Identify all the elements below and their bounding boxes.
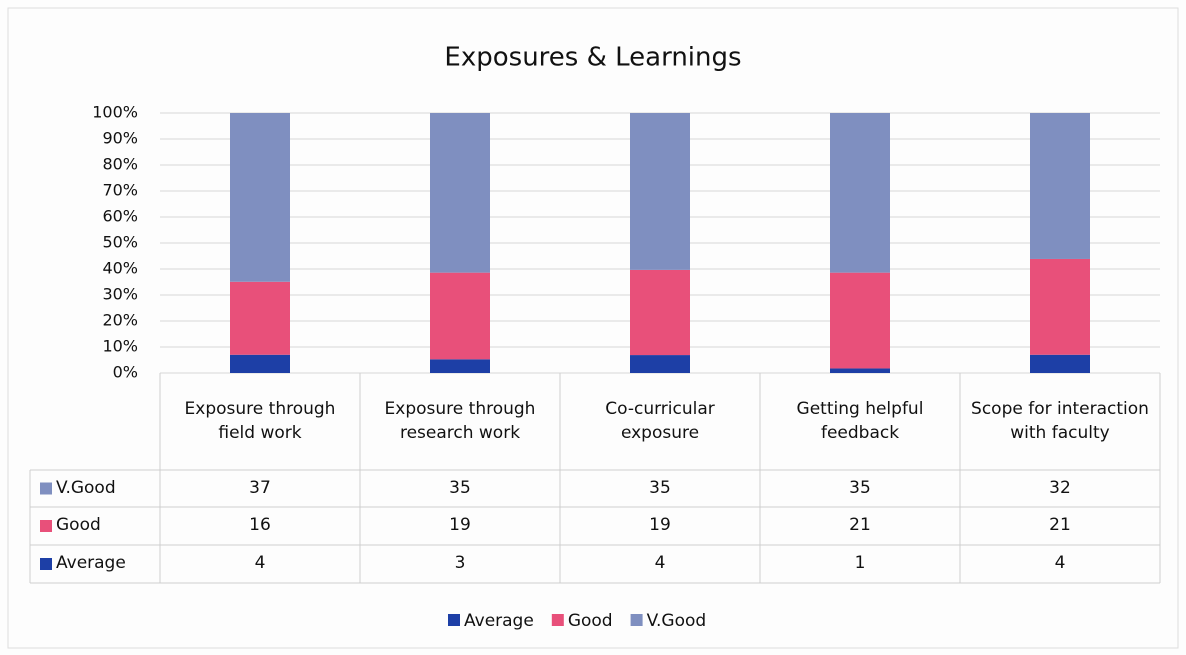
bar-segment [430,113,490,273]
bar-segment [1030,258,1090,355]
bar-segment [230,113,290,282]
bar-segment [830,113,890,273]
bar-segment [1030,354,1090,373]
legend-swatch [630,614,643,626]
y-tick-label: 10% [102,337,138,356]
y-tick-label: 70% [102,181,138,200]
legend-swatch [448,614,460,626]
y-tick-label: 80% [102,155,138,174]
table-value: 32 [1049,477,1071,498]
category-label: Getting helpful feedback [796,398,924,443]
category-label: Exposure through research work [384,398,536,443]
table-value: 1 [854,553,866,574]
legend-swatch [40,482,52,495]
y-tick-label: 50% [102,233,138,252]
legend-entry: Average [56,553,126,574]
table-value: 4 [254,553,266,574]
y-tick-label: 60% [102,207,138,226]
table-value: 4 [654,553,666,574]
bar-segment [830,272,890,369]
table-value: 3 [454,553,466,574]
legend-entry: V.Good [56,477,116,498]
chart-title: Exposures & Learnings [444,43,741,73]
table-value: 19 [649,515,671,536]
legend-swatch [40,558,52,570]
table-value: 19 [449,515,471,536]
bar-segment [1030,113,1090,259]
y-tick-label: 90% [102,129,138,148]
y-tick-label: 0% [113,363,138,382]
frame [7,7,1179,649]
y-tick-label: 30% [102,285,138,304]
bar-segment [630,269,690,356]
category-label: Co-curricular exposure [605,398,715,443]
legend-entry: Good [56,515,101,536]
table-value: 35 [849,477,871,498]
category-label: Exposure through field work [184,398,336,443]
category-label: Scope for interaction with faculty [971,398,1149,443]
y-tick-label: 20% [102,311,138,330]
table-value: 4 [1054,553,1066,574]
legend-swatch [551,614,564,626]
legend-entry: V.Good [647,611,707,631]
table-value: 16 [249,515,271,536]
bar-segment [630,113,690,270]
table-value: 35 [649,477,671,498]
bar-segment [230,354,290,373]
bar-segment [630,355,690,373]
table-value: 37 [249,477,271,498]
table-value: 21 [849,515,871,536]
y-tick-label: 40% [102,259,138,278]
table-value: 35 [449,477,471,498]
bar-segment [830,368,890,373]
legend-swatch [40,520,52,532]
bar-segment [430,359,490,373]
bar-segment [230,281,290,355]
y-tick-label: 100% [92,103,138,122]
bar-segment [430,272,490,360]
legend-entry: Good [568,611,613,631]
table-value: 21 [1049,515,1071,536]
legend-entry: Average [464,611,534,631]
